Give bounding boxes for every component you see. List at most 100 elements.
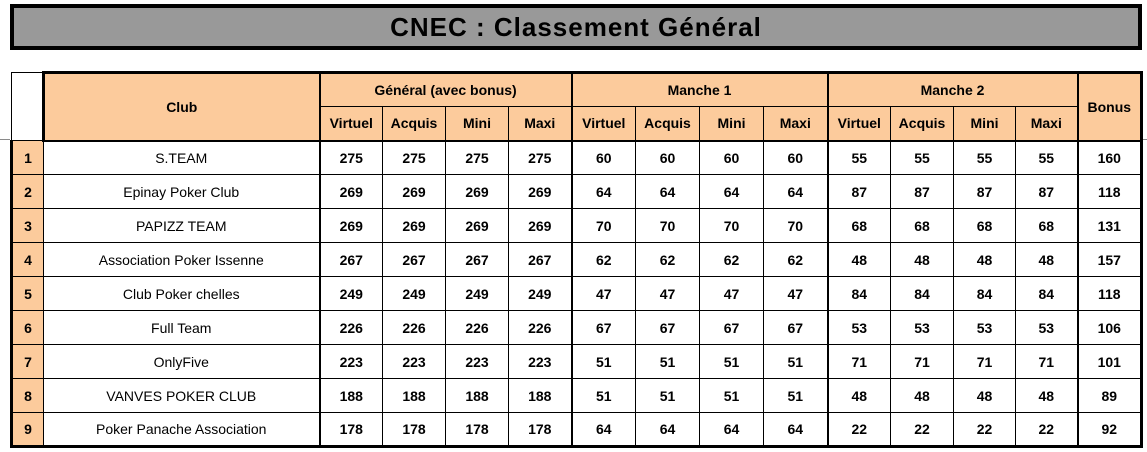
- general-maxi-cell: 223: [507, 344, 573, 379]
- general-maxi-cell: 188: [507, 378, 573, 413]
- general-virtuel-cell: 249: [318, 276, 383, 311]
- manche2-maxi-cell: 71: [1015, 344, 1079, 379]
- manche2-maxi-cell: 84: [1015, 276, 1079, 311]
- gridline-stub-left: [0, 139, 10, 140]
- rank-cell: 8: [10, 378, 44, 413]
- manche2-virtuel-cell: 84: [826, 276, 892, 311]
- column-header-club: Club: [42, 71, 320, 142]
- manche2-mini-cell: 53: [953, 310, 1017, 345]
- manche1-acquis-cell: 64: [635, 174, 701, 209]
- manche1-acquis-cell: 60: [635, 140, 701, 175]
- general-acquis-cell: 223: [382, 344, 446, 379]
- manche2-acquis-cell: 53: [890, 310, 955, 345]
- club-cell: Association Poker Issenne: [43, 242, 320, 277]
- header-group-row: Club Général (avec bonus) Manche 1 Manch…: [11, 71, 1144, 142]
- manche2-acquis-cell: 84: [890, 276, 955, 311]
- manche2-virtuel-cell: 87: [826, 174, 892, 209]
- subheader-manche2-virtuel: Virtuel: [826, 106, 892, 142]
- manche2-acquis-cell: 87: [890, 174, 955, 209]
- manche1-virtuel-cell: 64: [570, 174, 637, 209]
- manche1-maxi-cell: 51: [763, 378, 829, 413]
- manche1-mini-cell: 64: [699, 412, 765, 448]
- manche1-acquis-cell: 51: [635, 378, 701, 413]
- general-virtuel-cell: 223: [318, 344, 383, 379]
- manche1-mini-cell: 67: [699, 310, 765, 345]
- manche1-virtuel-cell: 47: [570, 276, 637, 311]
- subheader-manche1-mini: Mini: [699, 106, 765, 142]
- general-maxi-cell: 275: [507, 140, 573, 175]
- general-acquis-cell: 188: [382, 378, 446, 413]
- general-mini-cell: 267: [445, 242, 509, 277]
- rank-cell: 3: [10, 208, 44, 243]
- bonus-cell: 101: [1076, 344, 1144, 379]
- manche2-maxi-cell: 68: [1015, 208, 1079, 243]
- manche1-acquis-cell: 51: [635, 344, 701, 379]
- general-acquis-cell: 269: [382, 174, 446, 209]
- page-title: CNEC : Classement Général: [390, 11, 762, 42]
- manche1-virtuel-cell: 62: [570, 242, 637, 277]
- manche1-virtuel-cell: 67: [570, 310, 637, 345]
- manche2-maxi-cell: 48: [1015, 378, 1079, 413]
- subheader-manche1-acquis: Acquis: [635, 106, 701, 142]
- manche2-virtuel-cell: 48: [826, 242, 892, 277]
- general-virtuel-cell: 275: [318, 140, 383, 175]
- general-mini-cell: 275: [445, 140, 509, 175]
- manche2-maxi-cell: 22: [1015, 412, 1079, 448]
- bonus-cell: 106: [1076, 310, 1144, 345]
- general-virtuel-cell: 188: [318, 378, 383, 413]
- table-row: 1 S.TEAM 275 275 275 275 60 60 60 60 55 …: [10, 140, 1144, 175]
- manche2-mini-cell: 48: [953, 378, 1017, 413]
- manche1-virtuel-cell: 64: [570, 412, 637, 448]
- manche2-acquis-cell: 22: [890, 412, 955, 448]
- subheader-manche2-acquis: Acquis: [890, 106, 955, 142]
- general-virtuel-cell: 178: [318, 412, 383, 448]
- subheader-manche2-maxi: Maxi: [1015, 106, 1079, 142]
- manche2-mini-cell: 55: [953, 140, 1017, 175]
- general-maxi-cell: 267: [507, 242, 573, 277]
- manche1-mini-cell: 62: [699, 242, 765, 277]
- rank-cell: 5: [10, 276, 44, 311]
- bonus-cell: 131: [1076, 208, 1144, 243]
- general-mini-cell: 269: [445, 174, 509, 209]
- header-stub-cell: [11, 72, 44, 141]
- manche1-mini-cell: 51: [699, 344, 765, 379]
- manche2-virtuel-cell: 55: [826, 140, 892, 175]
- general-virtuel-cell: 269: [318, 208, 383, 243]
- manche2-acquis-cell: 48: [890, 378, 955, 413]
- general-acquis-cell: 269: [382, 208, 446, 243]
- club-cell: VANVES POKER CLUB: [43, 378, 320, 413]
- general-virtuel-cell: 226: [318, 310, 383, 345]
- manche1-mini-cell: 60: [699, 140, 765, 175]
- general-acquis-cell: 267: [382, 242, 446, 277]
- general-mini-cell: 226: [445, 310, 509, 345]
- rank-cell: 4: [10, 242, 44, 277]
- general-maxi-cell: 269: [507, 208, 573, 243]
- general-acquis-cell: 226: [382, 310, 446, 345]
- manche2-mini-cell: 48: [953, 242, 1017, 277]
- column-group-manche2: Manche 2: [826, 71, 1079, 107]
- manche1-maxi-cell: 47: [763, 276, 829, 311]
- manche1-mini-cell: 51: [699, 378, 765, 413]
- manche1-acquis-cell: 67: [635, 310, 701, 345]
- bonus-cell: 89: [1076, 378, 1144, 413]
- manche2-maxi-cell: 48: [1015, 242, 1079, 277]
- general-virtuel-cell: 269: [318, 174, 383, 209]
- manche1-mini-cell: 47: [699, 276, 765, 311]
- general-acquis-cell: 178: [382, 412, 446, 448]
- table-row: 3 PAPIZZ TEAM 269 269 269 269 70 70 70 7…: [10, 208, 1144, 243]
- manche2-virtuel-cell: 22: [826, 412, 892, 448]
- manche1-maxi-cell: 64: [763, 174, 829, 209]
- manche2-maxi-cell: 55: [1015, 140, 1079, 175]
- rank-cell: 9: [10, 412, 44, 448]
- general-virtuel-cell: 267: [318, 242, 383, 277]
- general-maxi-cell: 269: [507, 174, 573, 209]
- subheader-manche1-maxi: Maxi: [763, 106, 829, 142]
- bonus-cell: 118: [1076, 276, 1144, 311]
- manche1-virtuel-cell: 51: [570, 378, 637, 413]
- manche1-mini-cell: 64: [699, 174, 765, 209]
- manche2-acquis-cell: 71: [890, 344, 955, 379]
- manche1-virtuel-cell: 60: [570, 140, 637, 175]
- general-mini-cell: 188: [445, 378, 509, 413]
- subheader-general-mini: Mini: [445, 106, 509, 142]
- manche1-virtuel-cell: 51: [570, 344, 637, 379]
